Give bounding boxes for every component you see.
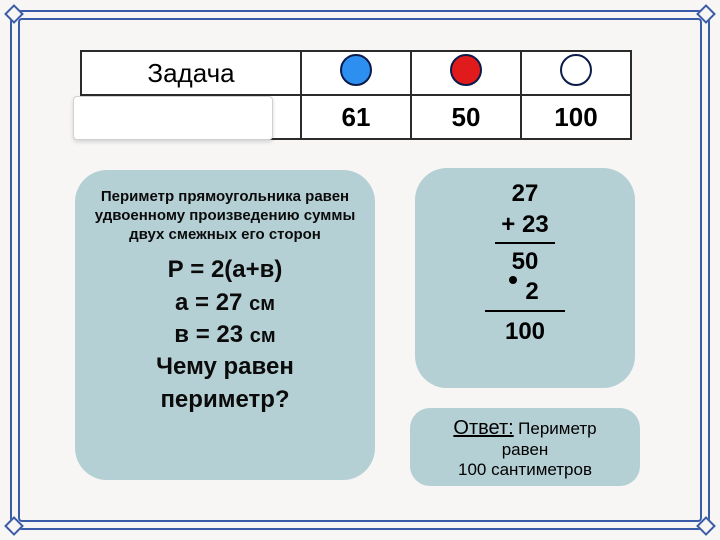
calc-sum: 50 xyxy=(511,246,538,277)
formula-line: Р = 2(а+в) xyxy=(89,254,361,286)
white-overlay-card xyxy=(73,96,273,140)
problem-description: Периметр прямоугольника равен удвоенному… xyxy=(89,188,361,244)
value-b-prefix: в = 23 xyxy=(174,321,243,348)
table-header-circle xyxy=(301,51,411,95)
calc-b: + 23 xyxy=(415,209,635,240)
content-area: Задача 61 50 100 Периметр прямоугольника… xyxy=(30,30,690,510)
question-line2: периметр? xyxy=(89,384,361,416)
table-value: 61 xyxy=(301,95,411,139)
table-header-circle xyxy=(521,51,631,95)
value-b-unit: см xyxy=(250,325,276,347)
answer-text-1: Периметр xyxy=(518,419,596,438)
value-b-line: в = 23 см xyxy=(89,319,361,351)
calc-rule xyxy=(495,242,555,244)
table-value: 100 xyxy=(521,95,631,139)
calc-mult-line: 2 xyxy=(511,278,538,306)
table-header-circle xyxy=(411,51,521,95)
calc-mult-block: 50 2 xyxy=(511,246,538,305)
circle-icon xyxy=(450,54,482,86)
calc-mult: 2 xyxy=(525,278,538,306)
value-a-line: а = 27 см xyxy=(89,287,361,319)
answer-label: Ответ: xyxy=(453,417,513,439)
table-value: 50 xyxy=(411,95,521,139)
answer-panel: Ответ: Периметр равен 100 сантиметров xyxy=(410,408,640,486)
table-header-label: Задача xyxy=(81,51,301,95)
problem-formula-block: Р = 2(а+в) а = 27 см в = 23 см Чему раве… xyxy=(89,254,361,416)
calc-rule xyxy=(485,310,565,312)
calculation-panel: 27 + 23 50 2 100 xyxy=(415,168,635,388)
value-a-unit: см xyxy=(249,293,275,315)
value-a-prefix: а = 27 xyxy=(175,289,242,316)
calc-a: 27 xyxy=(415,178,635,209)
answer-text-3: 100 сантиметров xyxy=(458,460,592,479)
answer-text-2: равен xyxy=(502,440,549,459)
circle-icon xyxy=(340,54,372,86)
calc-result: 100 xyxy=(415,316,635,347)
circle-icon xyxy=(560,54,592,86)
table-row: Задача xyxy=(81,51,631,95)
problem-panel: Периметр прямоугольника равен удвоенному… xyxy=(75,170,375,480)
mult-dot-icon xyxy=(509,276,517,284)
question-line1: Чему равен xyxy=(89,351,361,383)
